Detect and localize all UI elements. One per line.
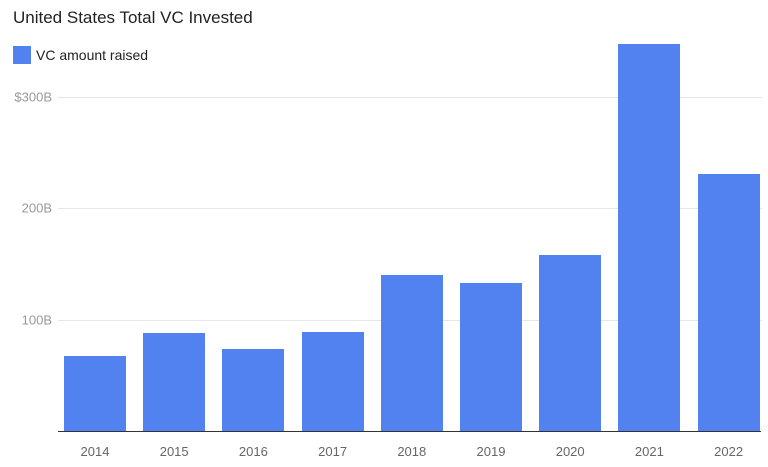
y-axis-tick-label: 100B [21,312,52,328]
x-axis-tick-label: 2017 [318,444,348,459]
legend: VC amount raised [13,46,148,64]
x-axis-tick-label: 2016 [238,444,268,459]
x-axis-tick-label: 2015 [159,444,189,459]
bar-2019[interactable] [460,282,522,431]
chart-title: United States Total VC Invested [13,8,253,27]
bar-2020[interactable] [539,254,602,431]
y-axis-tick-label: $300B [14,89,52,105]
bar-2016[interactable] [222,348,285,431]
bar-2014[interactable] [64,356,126,431]
y-axis-tick-label: 200B [21,200,52,216]
x-axis-tick-label: 2014 [80,444,110,459]
legend-swatch [13,46,31,64]
x-axis-tick-label: 2019 [476,444,506,459]
bar-2021[interactable] [618,44,681,431]
legend-label: VC amount raised [36,47,149,63]
x-axis-tick-label: 2018 [397,444,427,459]
x-axis-tick-label: 2021 [634,444,664,459]
gridline [58,208,762,210]
bar-2022[interactable] [697,173,760,431]
x-axis-tick-label: 2020 [555,444,585,459]
gridline [58,96,762,98]
bar-2015[interactable] [143,332,206,431]
x-axis-tick-label: 2022 [714,444,744,459]
bar-2017[interactable] [301,331,364,431]
bar-2018[interactable] [380,274,443,431]
x-axis-baseline [58,431,761,432]
